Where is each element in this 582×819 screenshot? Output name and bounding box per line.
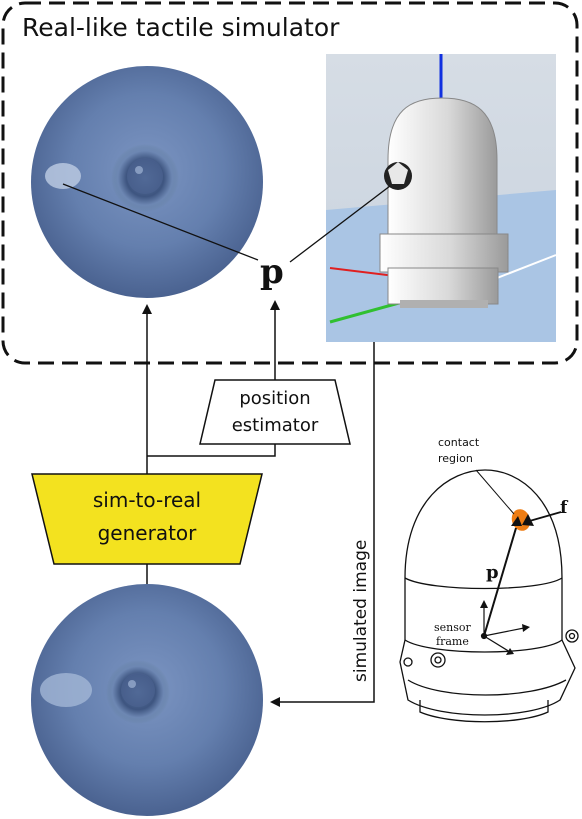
sim-contact-line xyxy=(289,185,391,263)
contact-region-label-1: contact xyxy=(438,436,480,449)
sensor-frame-label-1: sensor xyxy=(434,621,472,634)
contact-position-symbol: p xyxy=(260,252,284,292)
simulator-title: Real-like tactile simulator xyxy=(22,13,340,42)
simulated-image-label: simulated image xyxy=(351,540,371,682)
position-estimator-line2: estimator xyxy=(232,415,319,436)
contact-region-label-2: region xyxy=(438,452,473,465)
real-contact-line xyxy=(62,183,259,261)
sensor-frame-label-2: frame xyxy=(436,635,469,648)
position-estimator-block xyxy=(199,379,351,445)
position-estimator-line1: position xyxy=(239,388,310,409)
position-vector-label: p xyxy=(486,562,499,583)
sensor-frame-axes xyxy=(480,600,530,655)
position-vector xyxy=(483,527,517,637)
connectors xyxy=(142,300,375,707)
simulated-render-panel xyxy=(326,54,557,342)
simulated-tactile-image xyxy=(31,584,263,816)
force-label: f xyxy=(560,498,569,518)
sensor-line-drawing xyxy=(399,469,579,723)
contact-region-leader xyxy=(475,469,515,515)
real-like-tactile-image xyxy=(31,66,263,298)
force-vector xyxy=(525,511,562,523)
simulator-frame xyxy=(1,1,579,365)
sim-to-real-generator-block xyxy=(31,473,263,565)
generator-line1: sim-to-real xyxy=(93,488,201,512)
generator-line2: generator xyxy=(98,521,198,545)
